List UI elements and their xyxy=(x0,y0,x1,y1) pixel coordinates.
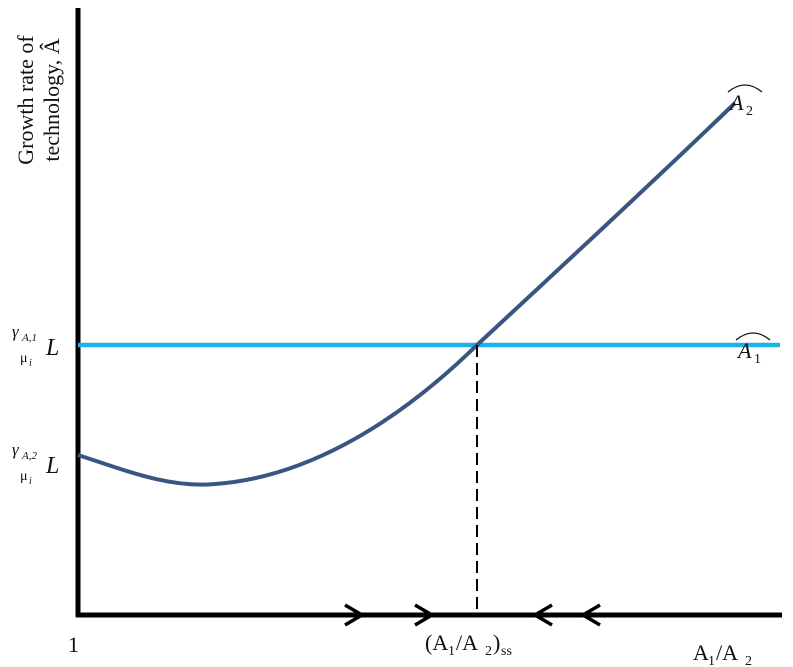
x-axis-label: A 1 /A 2 xyxy=(693,640,752,667)
label-sub: 1 xyxy=(754,352,761,367)
part-sub: 2 xyxy=(485,644,492,659)
part: /A xyxy=(716,640,738,665)
part: A xyxy=(693,640,709,665)
arrow-right xyxy=(344,603,366,627)
numerator: γ xyxy=(12,322,20,341)
x-steady-state-label: (A 1 /A 2 ) ss xyxy=(425,630,512,659)
denominator: μ xyxy=(20,469,28,484)
hat xyxy=(727,84,763,93)
numerator: γ xyxy=(12,440,20,459)
part-sub: 1 xyxy=(708,654,715,667)
label-base: A xyxy=(728,90,744,115)
denominator-sub: i xyxy=(29,358,32,369)
arrow-right xyxy=(414,603,436,627)
y-tick-2: γ A,2 μ i L xyxy=(12,440,59,487)
arrow-left xyxy=(579,603,601,627)
curve-a2 xyxy=(77,101,737,487)
part: ) xyxy=(493,630,500,655)
y-axis-label: Growth rate of technology, Â xyxy=(13,35,64,165)
part-sub: 2 xyxy=(745,654,752,667)
curve-label-a1: A 1 xyxy=(735,332,771,367)
part: /A xyxy=(456,630,478,655)
curve-label-a2: A 2 xyxy=(727,84,763,119)
y-axis-label-line: technology, Â xyxy=(39,38,64,161)
denominator: μ xyxy=(20,351,28,366)
y-tick-1: γ A,1 μ i L xyxy=(12,322,59,369)
part-sub: 1 xyxy=(448,644,455,659)
arrow-left xyxy=(531,603,553,627)
factor: L xyxy=(45,453,59,479)
numerator-sub: A,2 xyxy=(21,450,37,462)
part: (A xyxy=(425,630,448,655)
x-origin-label: 1 xyxy=(68,632,79,657)
factor: L xyxy=(45,335,59,361)
label-sub: 2 xyxy=(746,104,753,119)
label-base: A xyxy=(736,338,752,363)
y-axis-label-line: Growth rate of xyxy=(13,35,38,165)
hat xyxy=(735,332,771,341)
denominator-sub: i xyxy=(29,476,32,487)
numerator-sub: A,1 xyxy=(21,332,37,344)
part-sub: ss xyxy=(501,644,512,659)
